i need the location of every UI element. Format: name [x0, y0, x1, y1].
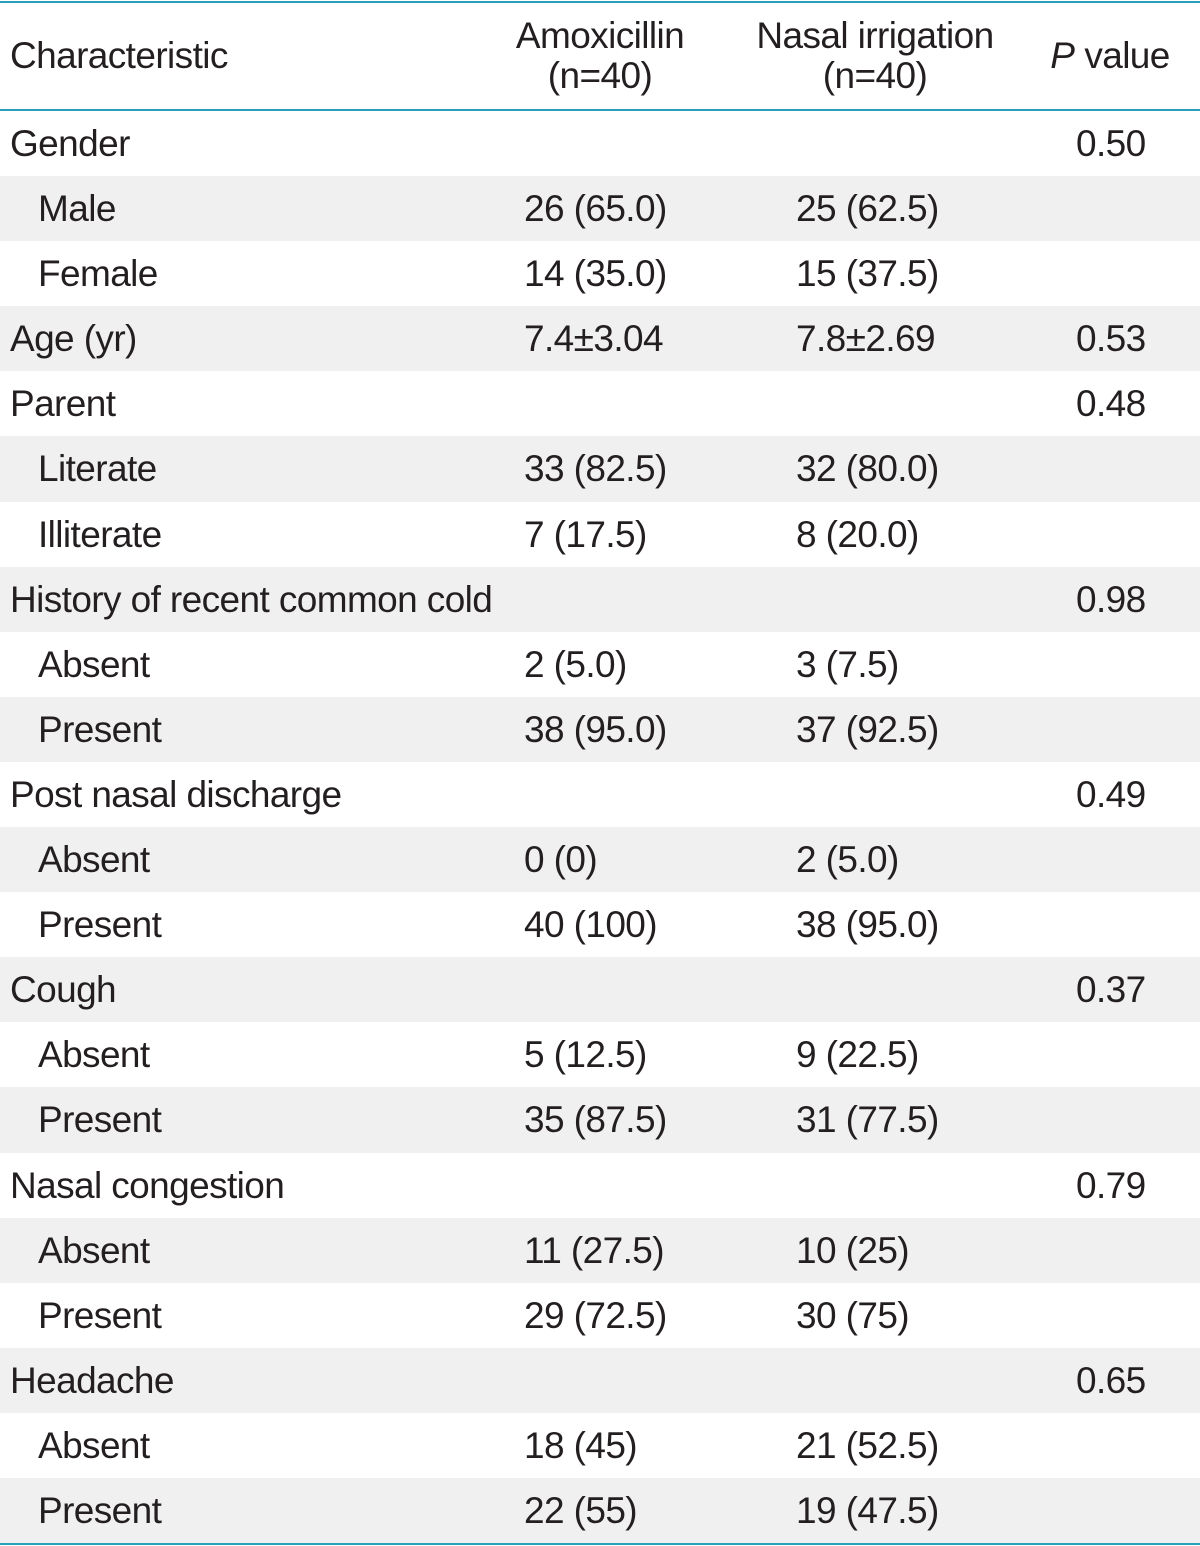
row-label: Absent: [38, 839, 150, 881]
cell-p-value: 0.98: [1076, 578, 1146, 620]
header-nasal-irrigation: Nasal irrigation (n=40): [735, 3, 1015, 109]
row-label: Present: [38, 1294, 162, 1336]
cell-p-value: 0.49: [1076, 773, 1146, 815]
cell-amoxicillin: 11 (27.5): [524, 1229, 665, 1271]
header-p-value: P value: [1020, 3, 1200, 109]
table-bottom-rule: [0, 1543, 1200, 1545]
cell-p-value: 0.65: [1076, 1359, 1146, 1401]
table-row: Post nasal discharge 0.49: [0, 762, 1200, 827]
table-subrow: Illiterate 7 (17.5) 8 (20.0): [0, 502, 1200, 567]
cell-nasal-irrigation: 25 (62.5): [796, 188, 939, 230]
table-subrow: Present 22 (55) 19 (47.5): [0, 1477, 1200, 1544]
row-label: Literate: [38, 448, 157, 490]
cell-amoxicillin: 35 (87.5): [524, 1099, 667, 1141]
header-amoxicillin-n: (n=40): [547, 55, 653, 96]
row-label: Absent: [38, 1424, 150, 1466]
table-subrow: Female 14 (35.0) 15 (37.5): [0, 241, 1200, 306]
cell-nasal-irrigation: 19 (47.5): [796, 1489, 939, 1531]
table-subrow: Absent 5 (12.5) 9 (22.5): [0, 1022, 1200, 1087]
cell-amoxicillin: 40 (100): [524, 904, 658, 946]
row-label: Present: [38, 1489, 162, 1531]
header-amoxicillin-name: Amoxicillin: [515, 15, 685, 56]
cell-nasal-irrigation: 3 (7.5): [796, 643, 899, 685]
cell-amoxicillin: 33 (82.5): [524, 448, 667, 490]
header-p-rest: value: [1084, 35, 1170, 76]
cell-nasal-irrigation: 10 (25): [796, 1229, 910, 1271]
cell-amoxicillin: 22 (55): [524, 1489, 638, 1531]
cell-p-value: 0.79: [1076, 1164, 1146, 1206]
table-subrow: Literate 33 (82.5) 32 (80.0): [0, 436, 1200, 502]
row-label: Gender: [10, 123, 130, 164]
cell-p-value: 0.37: [1076, 969, 1146, 1011]
cell-nasal-irrigation: 32 (80.0): [796, 448, 939, 490]
table-subrow: Absent 11 (27.5) 10 (25): [0, 1217, 1200, 1283]
header-characteristic: Characteristic: [10, 3, 228, 109]
table-row: Headache 0.65: [0, 1347, 1200, 1413]
table-row: Age (yr) 7.4±3.04 7.8±2.69 0.53: [0, 306, 1200, 372]
table-subrow: Male 26 (65.0) 25 (62.5): [0, 176, 1200, 242]
table-subrow: Present 40 (100) 38 (95.0): [0, 892, 1200, 957]
header-nasal-n: (n=40): [822, 55, 928, 96]
table-top-rule: [0, 1, 1200, 3]
cell-p-value: 0.53: [1076, 318, 1146, 360]
table-row: Nasal congestion 0.79: [0, 1153, 1200, 1218]
cell-nasal-irrigation: 8 (20.0): [796, 513, 919, 555]
table-subrow: Absent 0 (0) 2 (5.0): [0, 827, 1200, 893]
row-label: Present: [38, 708, 162, 750]
cell-amoxicillin: 5 (12.5): [524, 1034, 647, 1076]
cell-nasal-irrigation: 2 (5.0): [796, 839, 899, 881]
cell-amoxicillin: 7.4±3.04: [524, 318, 664, 360]
header-nasal-name: Nasal irrigation: [756, 15, 994, 56]
cell-nasal-irrigation: 37 (92.5): [796, 708, 939, 750]
row-label: Absent: [38, 1229, 150, 1271]
row-label: Illiterate: [38, 513, 162, 555]
row-label: Cough: [10, 969, 117, 1011]
row-label: Nasal congestion: [10, 1164, 285, 1206]
header-amoxicillin: Amoxicillin (n=40): [470, 3, 730, 109]
table-row: History of recent common cold 0.98: [0, 566, 1200, 632]
cell-nasal-irrigation: 30 (75): [796, 1294, 910, 1336]
cell-nasal-irrigation: 9 (22.5): [796, 1034, 919, 1076]
row-label: Male: [38, 188, 116, 230]
row-label: Present: [38, 1099, 162, 1141]
row-label: History of recent common cold: [10, 578, 493, 620]
row-label: Female: [38, 253, 158, 295]
table-row: Gender 0.50: [0, 111, 1200, 176]
cell-nasal-irrigation: 31 (77.5): [796, 1099, 939, 1141]
cell-amoxicillin: 7 (17.5): [524, 513, 647, 555]
table-header: Characteristic Amoxicillin (n=40) Nasal …: [0, 3, 1200, 109]
cell-nasal-irrigation: 15 (37.5): [796, 253, 939, 295]
cell-p-value: 0.50: [1076, 123, 1146, 164]
cell-amoxicillin: 29 (72.5): [524, 1294, 667, 1336]
header-p-italic: P: [1050, 35, 1075, 76]
table-body: Gender 0.50 Male 26 (65.0) 25 (62.5) Female 14…: [0, 111, 1200, 1544]
cell-amoxicillin: 38 (95.0): [524, 708, 667, 750]
row-label: Absent: [38, 643, 150, 685]
row-label: Age (yr): [10, 318, 137, 360]
row-label: Absent: [38, 1034, 150, 1076]
cell-amoxicillin: 0 (0): [524, 839, 598, 881]
cell-amoxicillin: 18 (45): [524, 1424, 638, 1466]
table-subrow: Present 35 (87.5) 31 (77.5): [0, 1087, 1200, 1153]
cell-nasal-irrigation: 7.8±2.69: [796, 318, 936, 360]
cell-amoxicillin: 26 (65.0): [524, 188, 667, 230]
table-subrow: Absent 2 (5.0) 3 (7.5): [0, 632, 1200, 697]
header-characteristic-label: Characteristic: [10, 35, 228, 76]
cell-nasal-irrigation: 38 (95.0): [796, 904, 939, 946]
table-subrow: Absent 18 (45) 21 (52.5): [0, 1413, 1200, 1478]
cell-nasal-irrigation: 21 (52.5): [796, 1424, 939, 1466]
table-row: Cough 0.37: [0, 957, 1200, 1023]
row-label: Present: [38, 904, 162, 946]
row-label: Parent: [10, 383, 116, 425]
table-header-rule: [0, 109, 1200, 111]
cell-p-value: 0.48: [1076, 383, 1146, 425]
table-subrow: Present 29 (72.5) 30 (75): [0, 1283, 1200, 1348]
table-subrow: Present 38 (95.0) 37 (92.5): [0, 696, 1200, 762]
table-row: Parent 0.48: [0, 371, 1200, 436]
cell-amoxicillin: 14 (35.0): [524, 253, 667, 295]
row-label: Headache: [10, 1359, 174, 1401]
row-label: Post nasal discharge: [10, 773, 342, 815]
cell-amoxicillin: 2 (5.0): [524, 643, 627, 685]
